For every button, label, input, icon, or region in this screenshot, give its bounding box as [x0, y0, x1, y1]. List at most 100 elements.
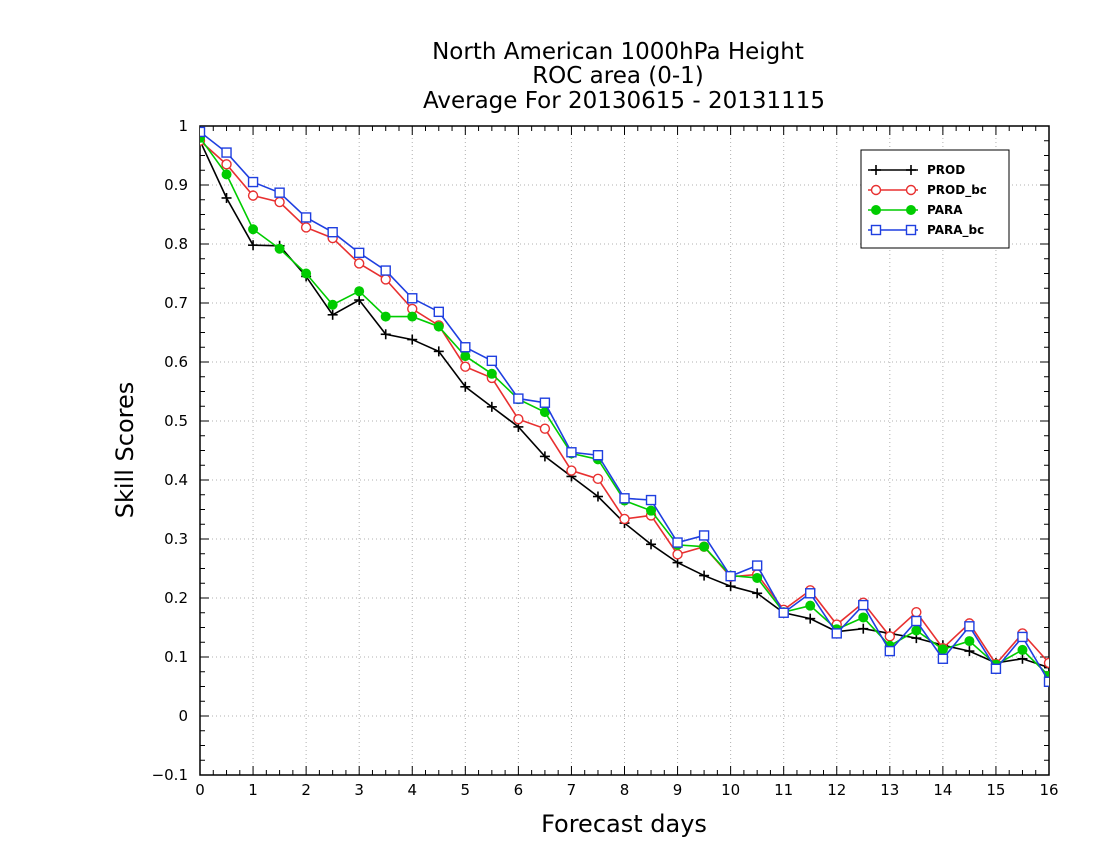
- data-point-marker: [1017, 653, 1028, 664]
- data-point-marker: [354, 295, 365, 306]
- x-tick-label: 7: [567, 781, 577, 799]
- x-tick-label: 12: [827, 781, 846, 799]
- y-axis-title: Skill Scores: [111, 382, 139, 519]
- y-tick-label: −0.1: [152, 766, 188, 784]
- data-point-marker: [300, 212, 312, 223]
- data-point-marker: [725, 581, 736, 592]
- data-point-marker: [905, 184, 917, 196]
- legend-box: [860, 149, 1010, 249]
- data-point-marker: [672, 549, 683, 560]
- data-point-marker: [327, 299, 338, 310]
- data-point-marker: [486, 368, 497, 379]
- data-point-marker: [221, 159, 232, 170]
- data-point-marker: [592, 491, 603, 502]
- data-point-marker: [248, 224, 259, 235]
- data-point-marker: [778, 607, 789, 618]
- x-tick-label: 4: [407, 781, 417, 799]
- data-point-marker: [407, 311, 418, 322]
- series-para-bc: [200, 126, 1049, 687]
- data-point-marker: [327, 226, 338, 238]
- data-point-marker: [592, 450, 604, 461]
- data-point-marker: [911, 625, 922, 636]
- x-tick-label: 1: [248, 781, 258, 799]
- data-point-marker: [433, 346, 444, 357]
- legend-entry: PROD_bc: [868, 183, 987, 198]
- grid-lines: [200, 126, 1049, 775]
- data-point-marker: [353, 258, 365, 269]
- data-point-marker: [380, 329, 391, 340]
- legend-label: PARA: [927, 203, 963, 217]
- data-point-marker: [1043, 657, 1049, 669]
- data-point-marker: [646, 505, 657, 516]
- data-point-marker: [699, 541, 710, 552]
- data-point-marker: [354, 286, 365, 297]
- data-point-marker: [486, 401, 497, 412]
- data-point-marker: [906, 205, 916, 215]
- data-point-marker: [911, 615, 922, 627]
- data-point-marker: [725, 570, 736, 582]
- data-series: [200, 126, 1049, 687]
- data-point-marker: [301, 268, 312, 279]
- x-tick-label: 16: [1039, 781, 1058, 799]
- data-point-marker: [884, 631, 896, 642]
- data-point-marker: [964, 636, 975, 647]
- y-tick-label: 0.7: [164, 294, 188, 312]
- x-tick-label: 0: [195, 781, 205, 799]
- data-point-marker: [990, 663, 1002, 674]
- x-tick-label: 3: [354, 781, 364, 799]
- data-point-marker: [539, 451, 550, 462]
- data-point-marker: [805, 600, 816, 611]
- plot-frame: [199, 125, 1050, 776]
- legend-label: PROD: [927, 163, 965, 177]
- data-point-marker: [805, 588, 816, 599]
- data-point-marker: [300, 222, 312, 233]
- data-point-marker: [937, 644, 948, 655]
- y-tick-label: 0.4: [164, 471, 188, 489]
- data-point-marker: [858, 599, 869, 611]
- data-point-marker: [870, 184, 882, 196]
- data-point-marker: [407, 293, 418, 304]
- data-point-marker: [221, 169, 232, 180]
- data-point-marker: [566, 465, 577, 476]
- data-point-marker: [274, 196, 285, 208]
- data-point-marker: [248, 240, 259, 251]
- data-point-marker: [805, 613, 816, 624]
- legend-entry: PARA: [868, 203, 963, 217]
- data-point-marker: [645, 494, 657, 506]
- data-point-marker: [460, 361, 471, 372]
- data-point-marker: [1017, 644, 1028, 655]
- legend: PROD PROD_bc PARA PARA_bc: [860, 149, 1010, 249]
- data-point-marker: [513, 393, 524, 404]
- data-point-marker: [380, 265, 391, 276]
- chart-title-line-2: ROC area (0-1): [532, 63, 704, 89]
- data-point-marker: [407, 334, 418, 345]
- data-point-marker: [327, 309, 338, 320]
- x-tick-label: 2: [301, 781, 311, 799]
- data-point-marker: [699, 570, 710, 581]
- data-point-marker: [911, 606, 922, 618]
- data-point-marker: [221, 192, 232, 203]
- x-tick-label: 6: [514, 781, 524, 799]
- y-tick-label: 0.2: [164, 589, 188, 607]
- legend-entry: PROD: [868, 163, 965, 177]
- data-point-marker: [884, 645, 896, 657]
- data-point-marker: [906, 165, 916, 175]
- y-tick-label: 0.3: [164, 530, 188, 548]
- data-point-marker: [460, 381, 471, 392]
- x-tick-label: 11: [774, 781, 793, 799]
- y-tick-label: 0: [178, 707, 188, 725]
- x-tick-label: 14: [933, 781, 952, 799]
- data-point-marker: [433, 321, 444, 332]
- y-tick-label: 0.1: [164, 648, 188, 666]
- data-point-marker: [698, 530, 710, 541]
- data-point-marker: [460, 342, 471, 353]
- data-point-marker: [858, 623, 869, 634]
- data-point-marker: [200, 126, 206, 138]
- x-axis-title: Forecast days: [541, 810, 707, 838]
- legend-label: PROD_bc: [927, 183, 987, 198]
- x-tick-label: 8: [620, 781, 630, 799]
- data-point-marker: [870, 224, 882, 236]
- data-point-marker: [646, 539, 657, 550]
- data-point-marker: [380, 274, 391, 285]
